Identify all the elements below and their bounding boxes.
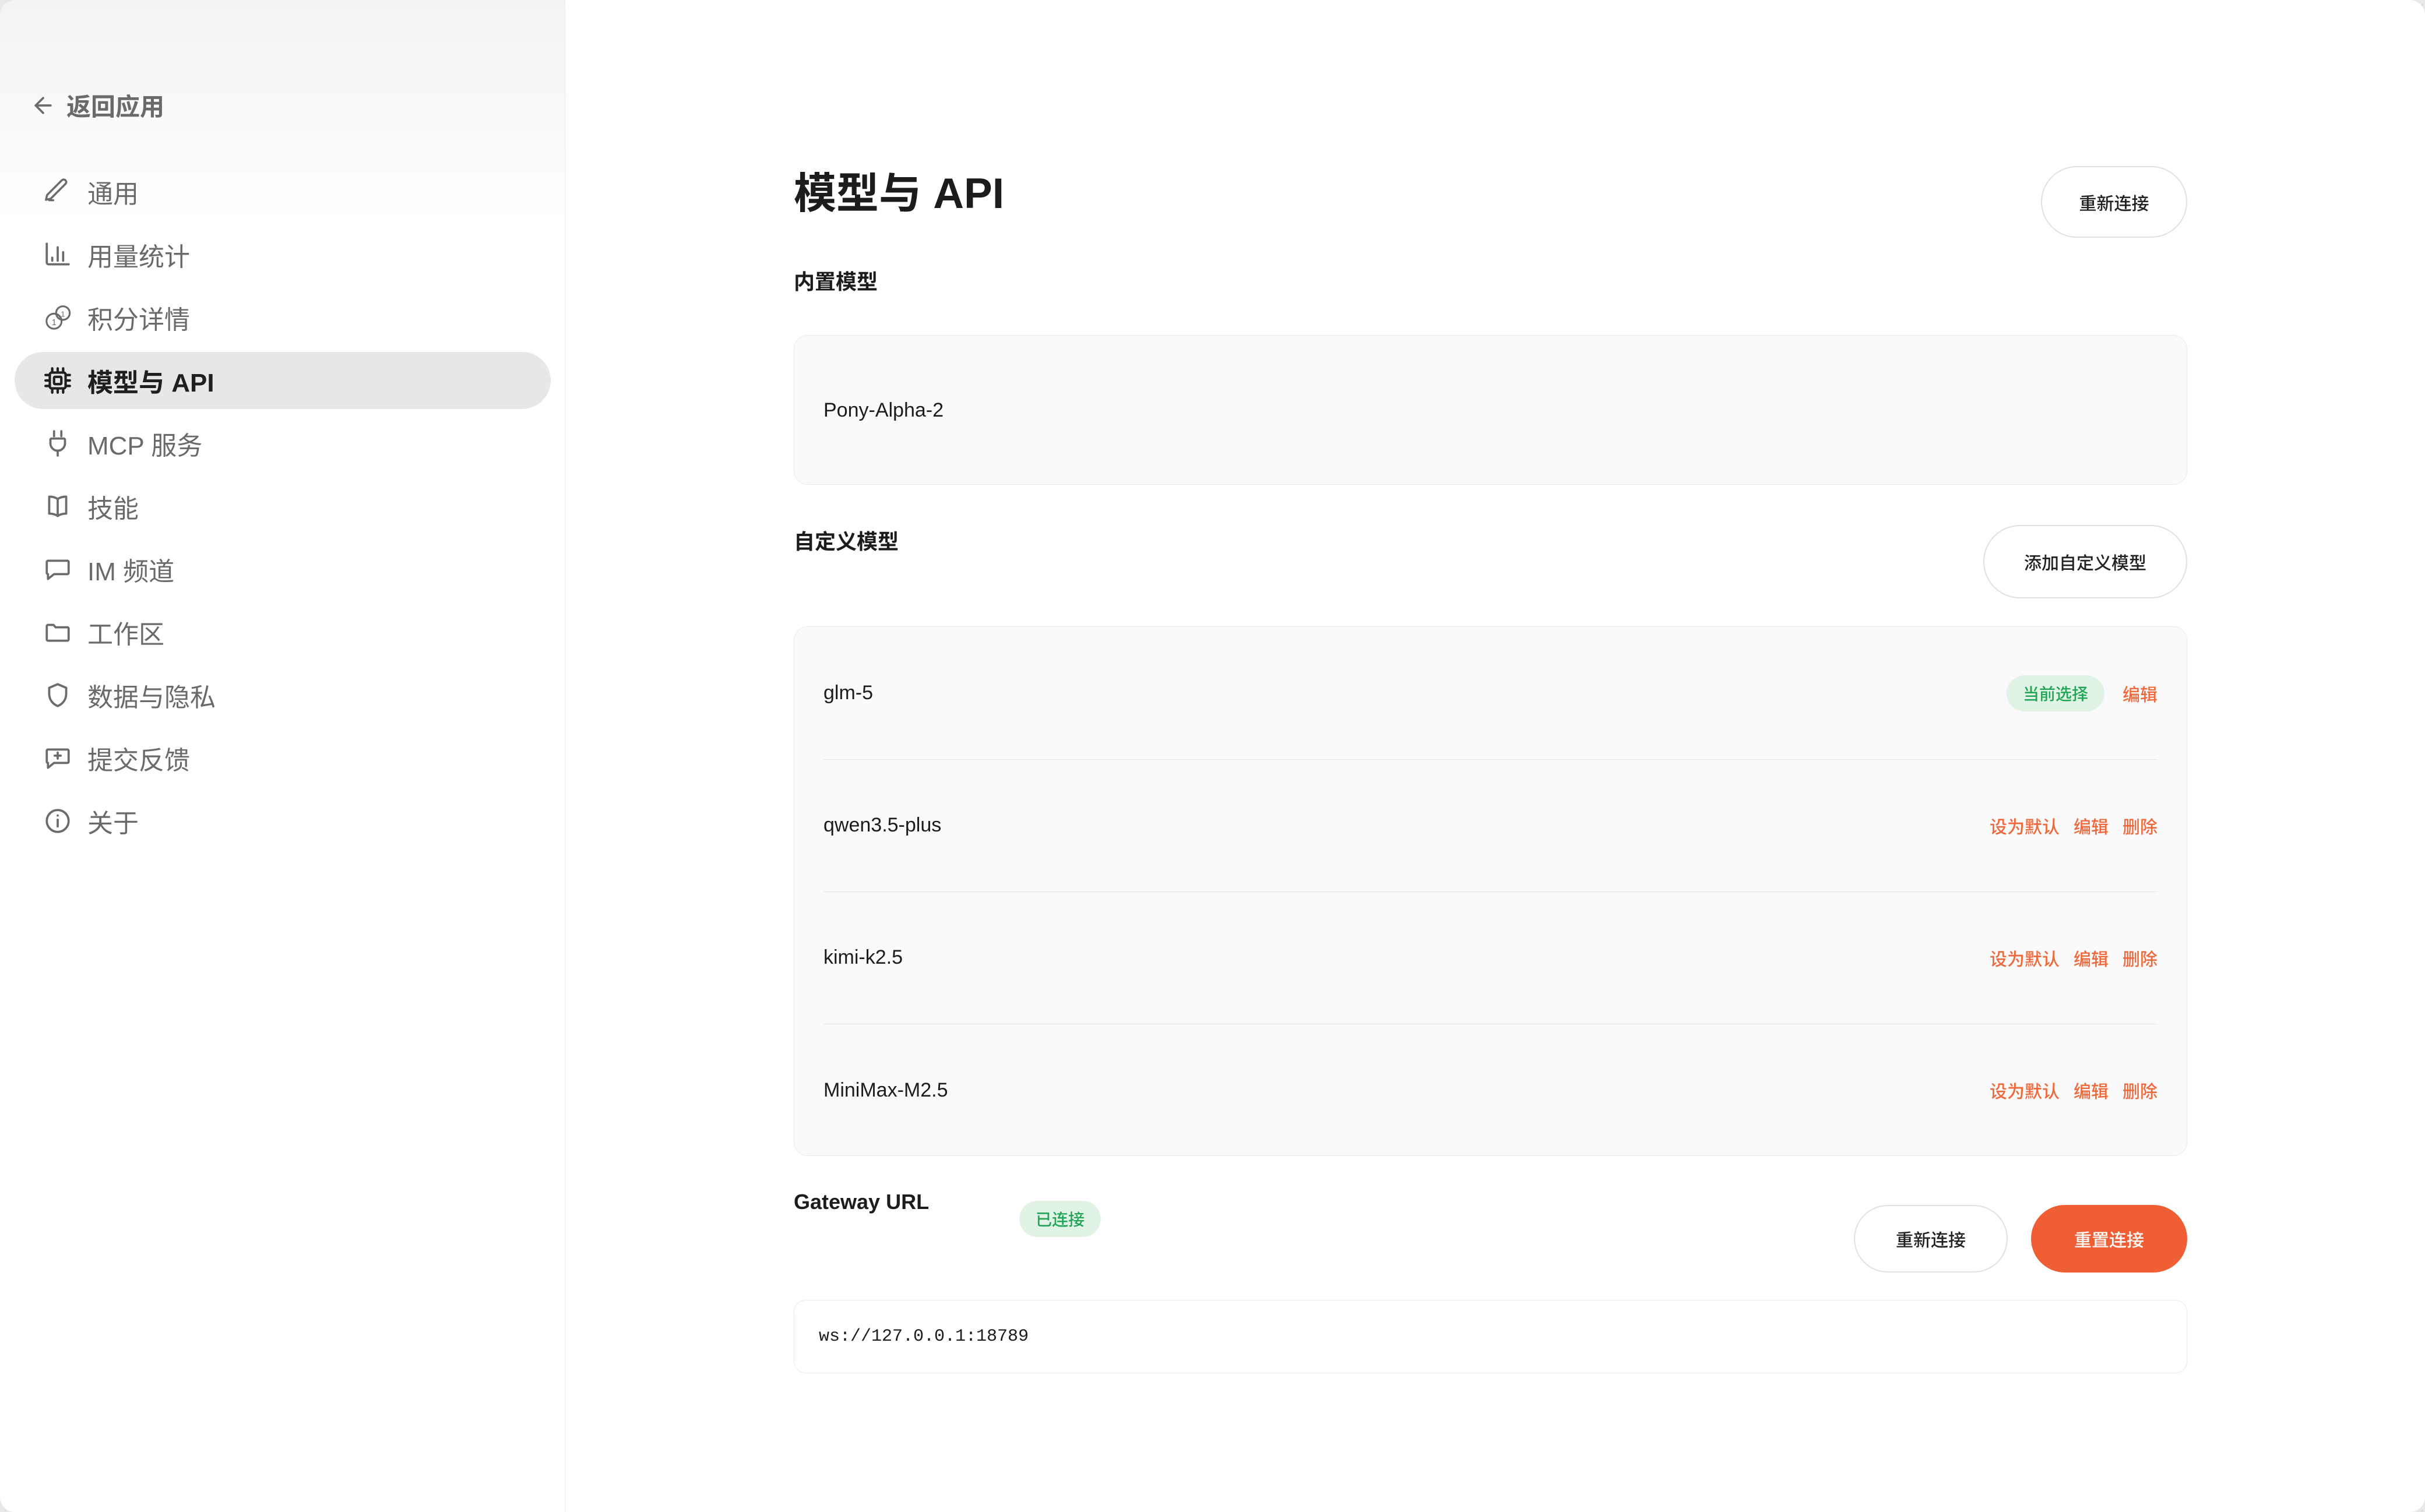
svg-text:1: 1	[61, 309, 65, 318]
svg-text:1: 1	[52, 318, 57, 327]
